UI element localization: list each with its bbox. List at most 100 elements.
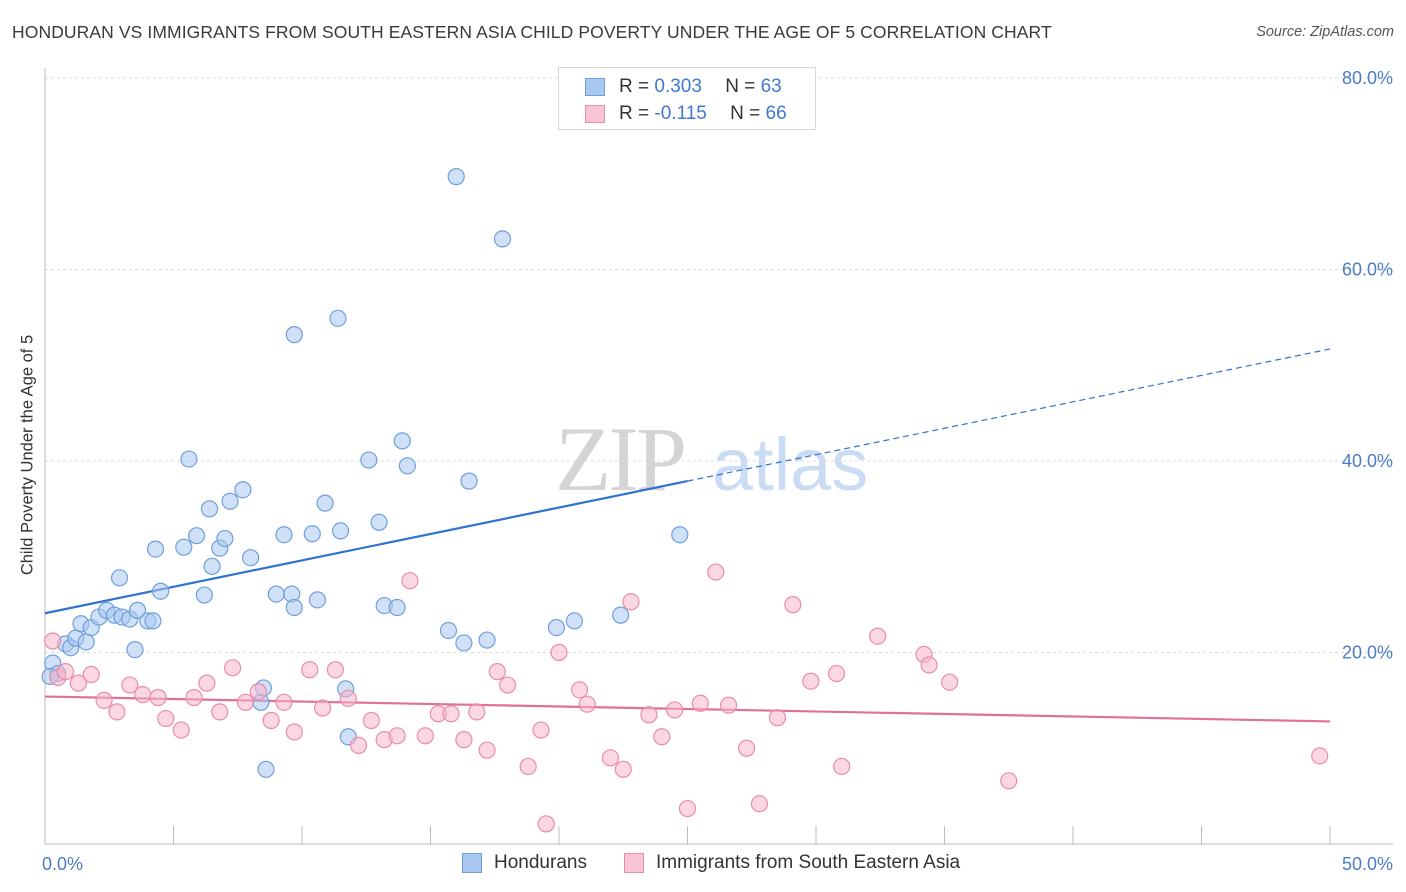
honduran-point (152, 582, 170, 600)
honduran-point (360, 451, 378, 469)
honduran-point (547, 619, 566, 637)
immigrants-swatch (585, 105, 605, 123)
legend-label: Hondurans (494, 852, 587, 873)
immigrant-point (275, 693, 293, 711)
immigrant-point (301, 661, 319, 679)
honduran-point (200, 500, 219, 518)
immigrant-point (211, 703, 229, 721)
series-legend: Hondurans Immigrants from South Eastern … (0, 851, 1406, 877)
immigrant-point (691, 694, 709, 712)
honduran-point (439, 621, 458, 640)
hondurans-swatch (462, 853, 482, 873)
honduran-point (671, 526, 689, 544)
immigrant-point (108, 703, 126, 721)
immigrant-point (720, 696, 738, 714)
watermark-zip: ZIP (555, 408, 684, 510)
y-tick-label: 40.0% (1342, 451, 1393, 471)
immigrant-point (69, 674, 88, 692)
honduran-point (77, 633, 95, 651)
immigrant-point (401, 572, 419, 590)
r-label: R = (619, 103, 650, 124)
immigrant-point (532, 721, 550, 739)
immigrant-point (285, 723, 303, 741)
immigrant-point (920, 656, 938, 674)
honduran-point (221, 492, 239, 510)
immigrant-point (707, 563, 725, 581)
n-label: N = (730, 103, 761, 124)
immigrant-point (198, 674, 216, 692)
immigrant-point (44, 632, 62, 650)
r-value: 0.303 (654, 76, 702, 97)
honduran-point (275, 526, 293, 544)
immigrant-point (499, 676, 517, 694)
immigrant-point (236, 693, 255, 711)
honduran-point (493, 230, 512, 248)
honduran-point (460, 472, 478, 490)
immigrant-point (614, 760, 632, 778)
honduran-point (393, 432, 411, 450)
honduran-point (285, 598, 303, 617)
n-value: 66 (765, 103, 787, 124)
r-value: -0.115 (654, 103, 707, 124)
immigrant-point (478, 741, 496, 759)
honduran-point (308, 591, 327, 609)
immigrant-point (455, 731, 473, 749)
immigrant-point (519, 757, 537, 776)
immigrant-point (388, 727, 406, 745)
immigrant-point (1000, 772, 1018, 790)
watermark: ZIP atlas (555, 408, 868, 510)
y-tick-label: 20.0% (1342, 643, 1393, 663)
immigrant-point (149, 688, 167, 707)
honduran-point (110, 569, 129, 587)
immigrant-point (869, 627, 887, 645)
immigrant-point (326, 661, 345, 679)
honduran-point (188, 527, 206, 545)
honduran-point (398, 457, 416, 475)
y-tick-label: 60.0% (1342, 260, 1393, 280)
immigrant-point (653, 728, 671, 746)
honduran-point (447, 168, 465, 186)
immigrant-point (601, 749, 620, 767)
source-note: Source: ZipAtlas.com (1256, 24, 1394, 40)
immigrant-point (249, 683, 267, 701)
n-label: N = (725, 76, 756, 97)
immigrant-point (750, 795, 769, 813)
correlation-legend: R = 0.303 N = 63 R = -0.115 N = 66 (558, 67, 816, 130)
honduran-point (316, 494, 334, 512)
honduran-point (478, 631, 496, 649)
immigrant-point (416, 727, 434, 745)
immigrant-point (362, 711, 380, 730)
honduran-point (303, 525, 321, 543)
immigrant-point (640, 706, 658, 724)
honduran-point (242, 549, 260, 567)
legend-label: Immigrants from South Eastern Asia (656, 852, 961, 873)
honduran-point (203, 557, 221, 575)
hondurans-swatch (585, 78, 605, 96)
immigrant-point (622, 593, 640, 611)
honduran-point (388, 598, 406, 617)
honduran-point (285, 326, 303, 344)
watermark-atlas: atlas (712, 423, 868, 506)
immigrant-point (313, 699, 332, 717)
immigrants-swatch (624, 853, 644, 873)
immigrant-point (550, 643, 568, 662)
immigrant-point (339, 689, 357, 708)
immigrant-point (224, 659, 242, 677)
x-tick-label: 50.0% (1342, 854, 1393, 874)
immigrant-point (488, 663, 506, 681)
honduran-point (455, 634, 473, 652)
x-tick-label: 0.0% (42, 854, 83, 874)
r-label: R = (619, 76, 650, 97)
immigrant-point (121, 676, 139, 694)
immigrant-point (157, 709, 175, 728)
immigrant-point (570, 681, 589, 699)
immigrant-point (738, 739, 756, 757)
immigrant-point (833, 757, 851, 776)
immigrant-point (349, 736, 368, 754)
immigrant-point (262, 711, 280, 730)
honduran-point (146, 540, 165, 558)
chart-title: HONDURAN VS IMMIGRANTS FROM SOUTH EASTER… (12, 22, 1052, 42)
immigrant-point (134, 686, 152, 704)
immigrant-point (172, 721, 190, 739)
